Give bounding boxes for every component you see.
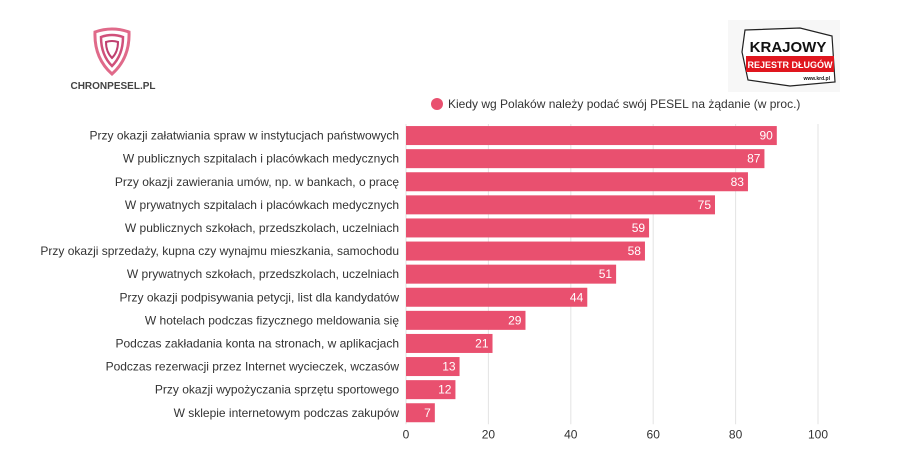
x-tick-label: 100 [808, 427, 828, 441]
x-tick-label: 40 [564, 427, 578, 441]
category-label: Przy okazji podpisywania petycji, list d… [120, 290, 400, 304]
bar-value-label: 12 [438, 383, 452, 397]
category-label: Przy okazji sprzedaży, kupna czy wynajmu… [40, 244, 399, 258]
bar [406, 310, 526, 330]
logo-chronpesel-text: CHRONPESEL.PL [70, 81, 155, 92]
bar-value-label: 29 [508, 313, 522, 327]
logo-krd-url: www.krd.pl [803, 76, 831, 82]
bar [406, 218, 650, 238]
category-label: W sklepie internetowym podczas zakupów [174, 406, 400, 420]
logo-krd-title: KRAJOWY [750, 39, 827, 56]
bar [406, 357, 460, 377]
bar [406, 287, 588, 307]
bar [406, 403, 435, 423]
bar [406, 195, 715, 215]
legend-swatch [431, 98, 443, 110]
x-tick-label: 0 [403, 427, 410, 441]
category-label: Przy okazji wypożyczania sprzętu sportow… [155, 383, 399, 397]
bar-value-label: 13 [442, 360, 456, 374]
bar-value-label: 7 [424, 406, 431, 420]
x-tick-label: 20 [482, 427, 496, 441]
bar-value-label: 51 [599, 267, 613, 281]
bar-value-label: 44 [570, 290, 584, 304]
bar [406, 126, 777, 146]
category-label: W publicznych szkołach, przedszkolach, u… [125, 221, 399, 235]
bar-value-label: 83 [731, 175, 745, 189]
bar [406, 264, 617, 284]
bar-value-label: 21 [475, 336, 489, 350]
bar [406, 149, 765, 169]
fingerprint-shield-icon [93, 27, 131, 77]
bar-value-label: 58 [628, 244, 642, 258]
category-label: Podczas rezerwacji przez Internet wyciec… [106, 360, 400, 374]
category-label: Przy okazji zawierania umów, np. w banka… [115, 175, 399, 189]
bar-value-label: 90 [759, 129, 773, 143]
x-tick-label: 60 [647, 427, 661, 441]
category-label: Podczas zakładania konta na stronach, w … [116, 336, 400, 350]
bar [406, 333, 493, 353]
bar [406, 241, 645, 261]
legend-label: Kiedy wg Polaków należy podać swój PESEL… [448, 97, 800, 111]
category-label: W prywatnych szpitalach i placówkach med… [125, 198, 399, 212]
legend: Kiedy wg Polaków należy podać swój PESEL… [431, 97, 800, 111]
category-label: W publicznych szpitalach i placówkach me… [123, 152, 399, 166]
bar [406, 380, 456, 400]
logo-chronpesel: CHRONPESEL.PL [70, 27, 156, 92]
logo-krd: KRAJOWY REJESTR DŁUGÓW www.krd.pl [728, 20, 840, 92]
category-label: W hotelach podczas fizycznego meldowania… [145, 313, 399, 327]
bar-value-label: 75 [698, 198, 712, 212]
bar-value-label: 87 [747, 152, 761, 166]
category-label: Przy okazji załatwiania spraw w instytuc… [90, 129, 399, 143]
bar-value-label: 59 [632, 221, 646, 235]
logo-krd-subtitle: REJESTR DŁUGÓW [747, 59, 833, 70]
category-label: W prywatnych szkołach, przedszkolach, uc… [127, 267, 399, 281]
x-tick-label: 80 [729, 427, 743, 441]
bar [406, 172, 748, 192]
